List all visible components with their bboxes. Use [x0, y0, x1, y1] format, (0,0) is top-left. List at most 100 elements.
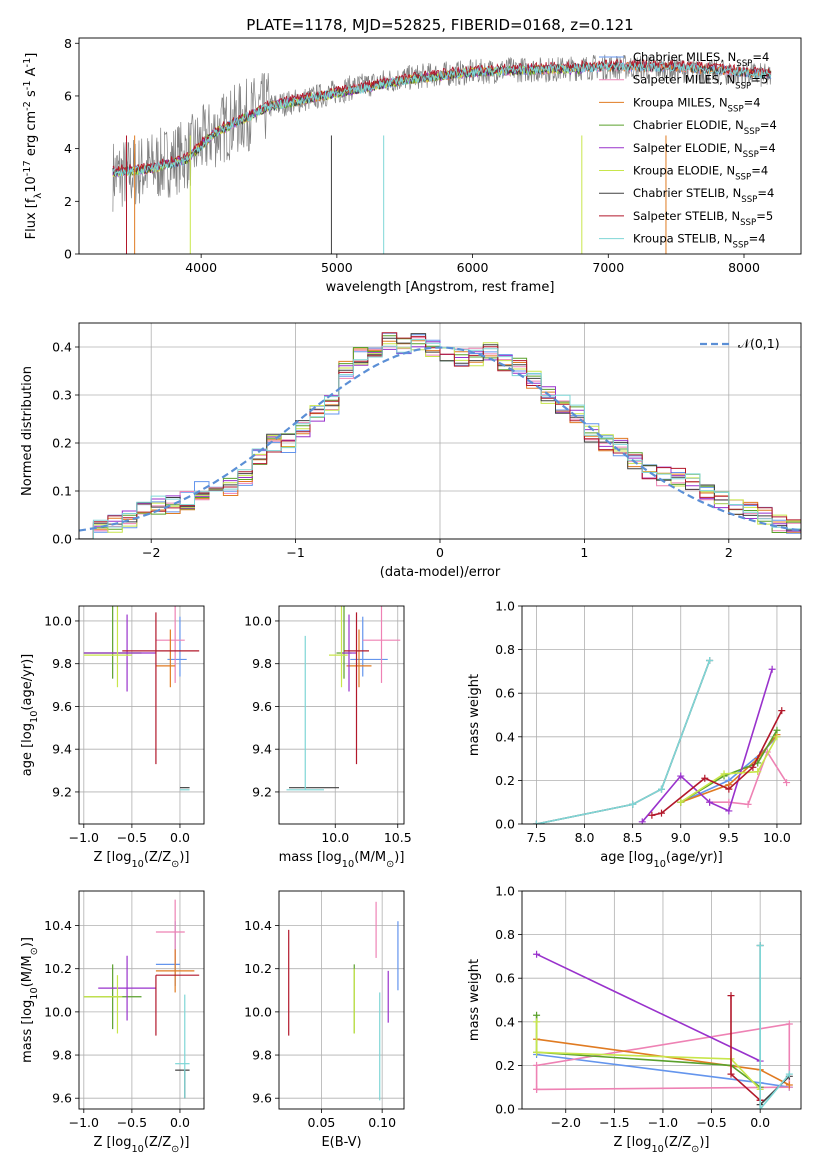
plot-area: [286, 606, 401, 791]
y-tick-label: 6: [64, 88, 72, 103]
y-tick-label: 0.4: [495, 1014, 515, 1029]
label-part: mass [log: [279, 850, 342, 865]
marker-kroupa_stelib: [756, 942, 764, 949]
series-kroupa_stelib: [759, 945, 790, 1109]
x-tick-label: −1.0: [69, 830, 99, 845]
label-part: SSP: [736, 59, 752, 69]
marker-salpeter_elodie: [768, 665, 776, 673]
label-part: Chabrier MILES, N: [633, 50, 736, 64]
label-part: Kroupa MILES, N: [633, 95, 728, 109]
model-kroupa_stelib: [112, 60, 772, 177]
axes-frame: [521, 605, 802, 825]
label-part: age [log: [20, 723, 35, 776]
label-part: SSP: [735, 173, 751, 183]
marker-kroupa_elodie: [773, 733, 781, 741]
y-axis-label: age [log10(age/yr)]: [20, 654, 40, 777]
label-part: (M/M: [354, 850, 386, 865]
axes: −2.0 −1.5 −1.0 −0.5 0.0 0.0 0.2 0.4 0.6 0.8 1.0 Z […: [467, 884, 802, 1155]
label-part: 10: [24, 176, 39, 193]
y-tick-label: 0.4: [52, 340, 72, 355]
y-axis-label: Flux [fλ10-17 erg cm-2 s-1 A-1]: [22, 53, 44, 240]
plot-area: [79, 332, 801, 539]
y-tick-label: 0.2: [52, 436, 72, 451]
x-tick-label: 2: [725, 545, 733, 560]
label-part: -17: [22, 160, 33, 176]
label-part: Kroupa STELIB, N: [633, 232, 733, 246]
label-part: (age/yr)]: [666, 850, 723, 865]
axes: 0.05 0.10 9.6 9.8 10.0 10.2 10.4 E(B-V): [244, 890, 405, 1150]
label-part: ⊙: [691, 1144, 699, 1155]
y-axis-label: mass weight: [467, 674, 482, 756]
label-part: -1: [22, 80, 33, 90]
axes-frame: [78, 322, 802, 540]
y-tick-label: 0.2: [495, 773, 515, 788]
label-part: mass weight: [467, 959, 482, 1041]
y-tick-label: 0.4: [495, 729, 515, 744]
x-tick-label: 8000: [728, 260, 760, 275]
y-tick-label: 0.2: [495, 1058, 515, 1073]
marker-salpeter_elodie: [677, 772, 685, 780]
x-tick-label: 9.5: [719, 830, 739, 845]
y-tick-label: 9.6: [252, 1091, 272, 1106]
marker-salpeter_stelib: [727, 1070, 735, 1078]
label-part: (age/yr)]: [20, 654, 35, 711]
marker-salpeter_elodie: [725, 807, 733, 815]
series-kroupa_elodie: [680, 736, 778, 803]
y-tick-label: 10.0: [44, 1004, 72, 1019]
x-tick-label: 9.0: [671, 830, 691, 845]
axes-frame: [278, 890, 405, 1110]
x-tick-label: 7.5: [526, 830, 546, 845]
x-axis-label: age [log10(age/yr)]: [600, 850, 723, 870]
label-part: SSP: [744, 127, 760, 137]
label-part: -2: [22, 101, 33, 111]
marker-chabrier_elodie: [533, 1011, 541, 1019]
y-tick-label: 10.4: [44, 918, 72, 933]
marker-kroupa_elodie: [533, 1018, 541, 1026]
axes: −2 −1 0 1 2 0.0 0.1 0.2 0.3 0.4 (data-model)/error…: [20, 322, 802, 580]
label-part: Chabrier ELODIE, N: [633, 118, 744, 132]
label-part: SSP: [728, 104, 744, 114]
y-tick-label: 10.0: [244, 1004, 272, 1019]
label-part: SSP: [743, 150, 759, 160]
y-tick-label: 9.2: [252, 784, 272, 799]
label-part: 10: [131, 859, 143, 870]
marker-salpeter_miles: [744, 800, 752, 808]
marker-salpeter_stelib: [727, 992, 735, 1000]
legend-label-salpeter_miles: Salpeter MILES, NSSP=5: [633, 73, 768, 92]
x-tick-label: 8.0: [575, 830, 595, 845]
label-part: ⊙: [171, 1144, 179, 1155]
axes: 7.5 8.0 8.5 9.0 9.5 10.0 0.0 0.2 0.4 0.6 0.8 1.0 age…: [467, 599, 802, 870]
marker-salpeter_stelib: [658, 809, 665, 817]
plot-area: [532, 657, 791, 824]
x-tick-label: 0: [436, 545, 444, 560]
label-part: Salpeter MILES, N: [633, 73, 735, 87]
legend-label-chabrier_stelib: Chabrier STELIB, NSSP=4: [633, 186, 774, 205]
axes: −1.0 −0.5 0.09.69.810.010.210.4Z [log10(Z/…: [20, 890, 205, 1155]
label-part: Chabrier STELIB, N: [633, 186, 741, 200]
legend-label-kroupa_elodie: Kroupa ELODIE, NSSP=4: [633, 164, 768, 183]
y-tick-label: 1.0: [495, 599, 515, 614]
label-part: (Z/Z: [144, 850, 171, 865]
label-part: ⊙: [171, 859, 179, 870]
figure-title: PLATE=1178, MJD=52825, FIBERID=0168, z=0…: [246, 16, 633, 34]
label-part: ⊙: [386, 859, 394, 870]
marker-salpeter_stelib: [778, 707, 786, 715]
x-tick-label: −2.0: [551, 1115, 581, 1130]
marker-salpeter_stelib: [749, 763, 757, 771]
axes-frame: [78, 37, 802, 255]
label-part: =4: [751, 164, 768, 178]
y-tick-label: 0.6: [495, 686, 515, 701]
label-part: (Z/Z: [664, 1135, 691, 1150]
plot-area: [83, 899, 200, 1099]
x-tick-label: −1: [286, 545, 304, 560]
plot-area: [533, 942, 793, 1109]
y-axis-label: mass weight: [467, 959, 482, 1041]
series-chabrier_elodie: [535, 1015, 761, 1088]
y-tick-label: 9.8: [252, 656, 272, 671]
label-part: 10: [342, 859, 354, 870]
y-tick-label: 0.6: [495, 971, 515, 986]
y-tick-label: 9.2: [52, 784, 72, 799]
label-part: 10: [651, 1144, 663, 1155]
x-tick-label: 0.0: [170, 1115, 190, 1130]
